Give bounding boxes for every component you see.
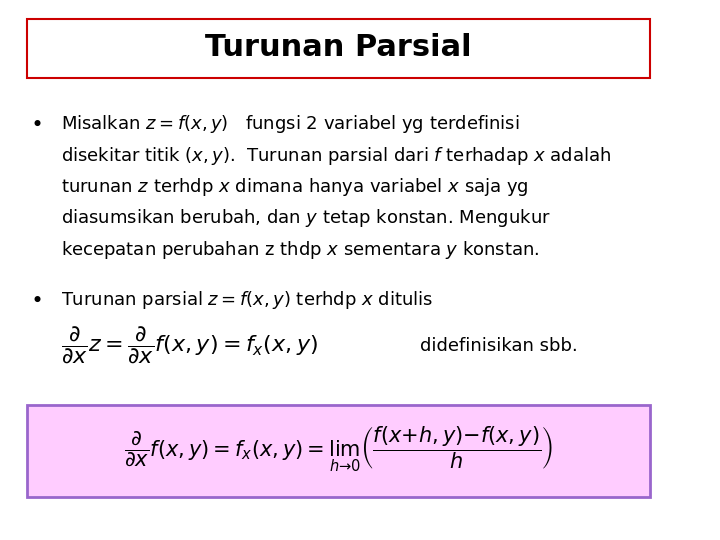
Text: $\dfrac{\partial}{\partial x}z = \dfrac{\partial}{\partial x}f(x, y) = f_x(x, y): $\dfrac{\partial}{\partial x}z = \dfrac{… bbox=[61, 325, 318, 366]
Text: didefinisikan sbb.: didefinisikan sbb. bbox=[420, 336, 578, 355]
FancyBboxPatch shape bbox=[27, 405, 650, 497]
Text: Turunan parsial $z = f(x,y)$ terhdp $x$ ditulis: Turunan parsial $z = f(x,y)$ terhdp $x$ … bbox=[61, 289, 433, 311]
Text: disekitar titik $(x,y)$.  Turunan parsial dari $f$ terhadap $x$ adalah: disekitar titik $(x,y)$. Turunan parsial… bbox=[61, 145, 611, 167]
Text: $\bullet$: $\bullet$ bbox=[30, 289, 42, 309]
FancyBboxPatch shape bbox=[27, 19, 650, 78]
Text: diasumsikan berubah, dan $y$ tetap konstan. Mengukur: diasumsikan berubah, dan $y$ tetap konst… bbox=[61, 207, 551, 230]
Text: $\bullet$: $\bullet$ bbox=[30, 113, 42, 133]
Text: Misalkan $z = f(x,y)$   fungsi 2 variabel yg terdefinisi: Misalkan $z = f(x,y)$ fungsi 2 variabel … bbox=[61, 113, 520, 136]
Text: turunan $z$ terhdp $x$ dimana hanya variabel $x$ saja yg: turunan $z$ terhdp $x$ dimana hanya vari… bbox=[61, 176, 528, 198]
Text: $\dfrac{\partial}{\partial x}f(x, y) = f_x(x, y) = \lim_{h \to 0}\left(\dfrac{f(: $\dfrac{\partial}{\partial x}f(x, y) = f… bbox=[124, 424, 554, 474]
Text: Turunan Parsial: Turunan Parsial bbox=[205, 33, 472, 62]
Text: kecepatan perubahan z thdp $x$ sementara $y$ konstan.: kecepatan perubahan z thdp $x$ sementara… bbox=[61, 239, 539, 261]
